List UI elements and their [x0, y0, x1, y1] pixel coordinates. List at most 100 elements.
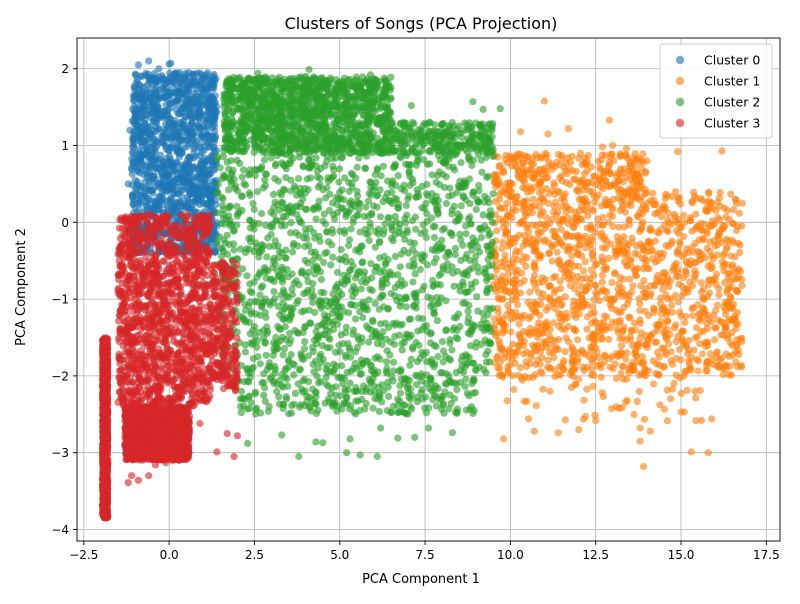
scatter-point	[346, 236, 353, 243]
scatter-point	[261, 156, 268, 163]
scatter-point	[556, 363, 563, 370]
scatter-point	[283, 336, 290, 343]
scatter-point	[280, 351, 287, 358]
scatter-point	[263, 330, 270, 337]
scatter-point	[334, 281, 341, 288]
scatter-point	[465, 155, 472, 162]
scatter-point	[647, 226, 654, 233]
scatter-point	[397, 368, 404, 375]
scatter-point	[700, 220, 707, 227]
scatter-point	[354, 192, 361, 199]
scatter-point	[362, 165, 369, 172]
scatter-point	[462, 363, 469, 370]
scatter-point	[317, 297, 324, 304]
scatter-point	[303, 206, 310, 213]
scatter-point	[692, 394, 699, 401]
scatter-point	[555, 429, 562, 436]
scatter-point	[369, 317, 376, 324]
scatter-point	[616, 280, 623, 287]
scatter-point	[433, 206, 440, 213]
scatter-point	[539, 386, 546, 393]
scatter-point	[572, 278, 579, 285]
scatter-point	[529, 342, 536, 349]
scatter-point	[372, 228, 379, 235]
scatter-point	[664, 417, 671, 424]
scatter-point	[278, 222, 285, 229]
scatter-point	[699, 350, 706, 357]
scatter-point	[598, 254, 605, 261]
scatter-point	[537, 301, 544, 308]
scatter-point	[636, 307, 643, 314]
scatter-point	[153, 199, 160, 206]
scatter-point	[473, 293, 480, 300]
scatter-point	[428, 197, 435, 204]
scatter-point	[343, 324, 350, 331]
scatter-point	[588, 246, 595, 253]
scatter-point	[674, 148, 681, 155]
scatter-point	[362, 226, 369, 233]
scatter-point	[398, 277, 405, 284]
scatter-point	[400, 247, 407, 254]
scatter-point	[600, 393, 607, 400]
scatter-point	[237, 245, 244, 252]
scatter-point	[623, 145, 630, 152]
scatter-point	[689, 282, 696, 289]
scatter-point	[225, 186, 232, 193]
scatter-point	[570, 358, 577, 365]
scatter-point	[588, 356, 595, 363]
scatter-point	[288, 310, 295, 317]
scatter-point	[539, 187, 546, 194]
scatter-point	[287, 160, 294, 167]
scatter-point	[576, 310, 583, 317]
scatter-point	[558, 325, 565, 332]
scatter-point	[288, 351, 295, 358]
scatter-point	[722, 214, 729, 221]
scatter-point	[260, 298, 267, 305]
scatter-point	[622, 151, 629, 158]
scatter-point	[652, 237, 659, 244]
scatter-point	[168, 122, 175, 129]
scatter-point	[626, 276, 633, 283]
scatter-point	[443, 173, 450, 180]
scatter-point	[388, 224, 395, 231]
scatter-point	[546, 388, 553, 395]
scatter-point	[262, 314, 269, 321]
scatter-point	[452, 251, 459, 258]
scatter-point	[543, 307, 550, 314]
scatter-point	[680, 233, 687, 240]
scatter-point	[668, 238, 675, 245]
scatter-point	[723, 362, 730, 369]
scatter-point	[131, 121, 138, 128]
scatter-point	[602, 152, 609, 159]
scatter-point	[637, 425, 644, 432]
scatter-point	[714, 362, 721, 369]
scatter-point	[559, 301, 566, 308]
scatter-point	[571, 366, 578, 373]
scatter-point	[313, 263, 320, 270]
scatter-point	[135, 149, 142, 156]
scatter-point	[574, 249, 581, 256]
scatter-point	[281, 345, 288, 352]
scatter-point	[247, 238, 254, 245]
scatter-point	[150, 75, 157, 82]
scatter-point	[688, 448, 695, 455]
scatter-point	[664, 387, 671, 394]
scatter-point	[389, 177, 396, 184]
scatter-point	[728, 329, 735, 336]
scatter-point	[719, 319, 726, 326]
scatter-point	[640, 359, 647, 366]
scatter-point	[638, 329, 645, 336]
scatter-point	[542, 236, 549, 243]
scatter-point	[677, 241, 684, 248]
scatter-point	[290, 240, 297, 247]
scatter-point	[504, 213, 511, 220]
scatter-point	[487, 251, 494, 258]
scatter-point	[581, 155, 588, 162]
scatter-point	[248, 308, 255, 315]
scatter-point	[625, 314, 632, 321]
scatter-point	[218, 220, 225, 227]
scatter-point	[263, 253, 270, 260]
scatter-point	[270, 288, 277, 295]
scatter-point	[698, 279, 705, 286]
scatter-point	[217, 164, 224, 171]
